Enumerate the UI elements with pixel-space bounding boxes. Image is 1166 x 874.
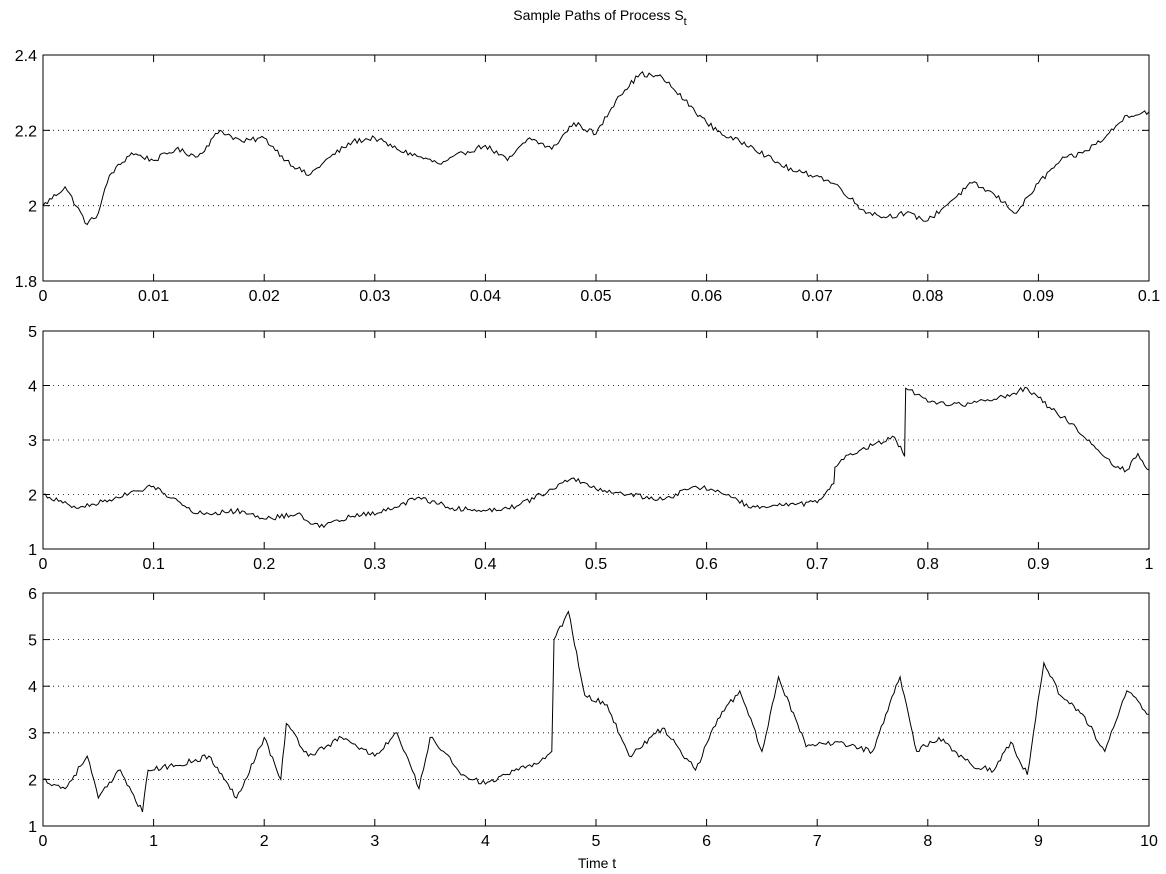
y-tick-label: 4 <box>28 679 37 696</box>
y-tick-label: 4 <box>28 379 37 396</box>
x-tick-label: 0.06 <box>691 288 722 305</box>
x-tick-label: 9 <box>1034 833 1043 850</box>
x-tick-label: 6 <box>702 833 711 850</box>
x-tick-label: 0.7 <box>806 556 828 573</box>
x-tick-label: 0.5 <box>585 556 607 573</box>
x-tick-label: 0.1 <box>142 556 164 573</box>
x-tick-label: 3 <box>370 833 379 850</box>
y-tick-label: 5 <box>28 633 37 650</box>
x-tick-label: 0 <box>39 556 48 573</box>
y-tick-label: 3 <box>28 433 37 450</box>
x-tick-label: 0.08 <box>912 288 943 305</box>
x-tick-label: 0 <box>39 833 48 850</box>
x-tick-label: 0.2 <box>253 556 275 573</box>
x-tick-label: 0.9 <box>1027 556 1049 573</box>
x-tick-label: 1 <box>149 833 158 850</box>
x-tick-label: 8 <box>923 833 932 850</box>
y-tick-label: 1 <box>28 542 37 559</box>
x-tick-label: 2 <box>260 833 269 850</box>
panel-2: 0 0.1 0.2 0.3 0.4 0.5 0.6 0.7 0.8 0.9 1 1 2 3 4 5 <box>28 324 1153 573</box>
x-tick-label: 0.03 <box>359 288 390 305</box>
chart-title: Sample Paths of Process St <box>513 7 686 28</box>
y-tick-label: 6 <box>28 586 37 603</box>
series-line <box>42 70 1150 226</box>
y-tick-label: 2.4 <box>15 48 37 65</box>
x-tick-label: 5 <box>592 833 601 850</box>
x-tick-label: 0.3 <box>364 556 386 573</box>
y-tick-label: 2 <box>28 772 37 789</box>
x-tick-label: 0.8 <box>917 556 939 573</box>
axes-frame <box>42 54 1150 282</box>
x-tick-label: 0.02 <box>249 288 280 305</box>
panel-1: 0 0.01 0.02 0.03 0.04 0.05 0.06 0.07 0.08 0.09 0.1… <box>15 48 1160 305</box>
axes-frame <box>42 592 1150 827</box>
x-tick-label: 0.4 <box>474 556 496 573</box>
x-tick-label: 0.01 <box>138 288 169 305</box>
x-tick-label: 0.6 <box>695 556 717 573</box>
y-tick-label: 5 <box>28 324 37 341</box>
y-tick-label: 2 <box>28 488 37 505</box>
x-tick-label: 0.1 <box>1138 288 1160 305</box>
x-tick-label: 1 <box>1145 556 1154 573</box>
y-tick-label: 2 <box>28 199 37 216</box>
chart-title-main: Sample Paths of Process S <box>513 7 683 23</box>
panels: 0 0.01 0.02 0.03 0.04 0.05 0.06 0.07 0.08 0.09 0.1… <box>15 48 1160 850</box>
y-tick-label: 1 <box>28 819 37 836</box>
series-line <box>42 386 1150 529</box>
x-axis-label: Time t <box>578 855 616 871</box>
y-tick-label: 3 <box>28 726 37 743</box>
x-tick-label: 0.05 <box>580 288 611 305</box>
x-tick-label: 4 <box>481 833 490 850</box>
series-line <box>42 610 1150 813</box>
y-tick-label: 2.2 <box>15 123 37 140</box>
x-tick-label: 0 <box>39 288 48 305</box>
x-tick-label: 0.07 <box>802 288 833 305</box>
x-tick-label: 0.04 <box>470 288 501 305</box>
x-tick-label: 7 <box>813 833 822 850</box>
x-tick-label: 0.09 <box>1023 288 1054 305</box>
x-tick-label: 10 <box>1140 833 1158 850</box>
chart-title-subscript: t <box>684 16 687 28</box>
y-tick-label: 1.8 <box>15 274 37 291</box>
